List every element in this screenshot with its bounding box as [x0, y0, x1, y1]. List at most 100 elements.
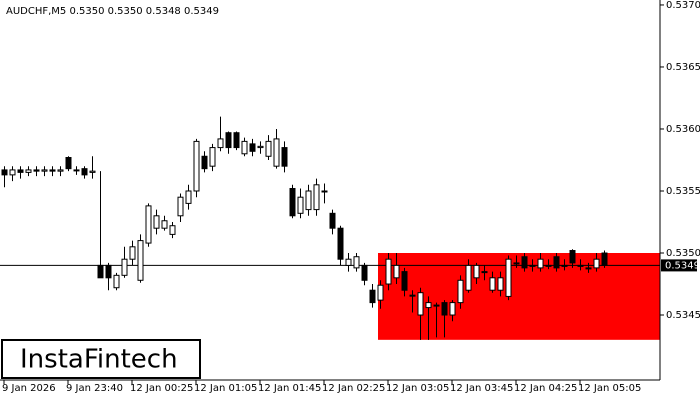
- candle-body: [425, 302, 432, 309]
- candle-body: [169, 225, 176, 235]
- candle-body: [225, 132, 232, 149]
- candle-body: [65, 157, 72, 170]
- brand-box: [1, 339, 201, 379]
- candle-body: [473, 264, 480, 279]
- candle-body: [33, 169, 40, 172]
- candle-body: [41, 169, 48, 172]
- candle-body: [241, 140, 248, 155]
- candle-body: [81, 168, 88, 176]
- candle-body: [289, 188, 296, 217]
- candle-body: [513, 262, 520, 265]
- candle-body: [297, 196, 304, 214]
- y-tick-label: 0.5345: [666, 310, 700, 321]
- candle-body: [353, 256, 360, 269]
- candle-body: [377, 284, 384, 301]
- candle-body: [25, 169, 32, 173]
- pattern-zone: [378, 253, 660, 340]
- candle-body: [337, 227, 344, 260]
- candle-body: [73, 169, 80, 172]
- x-tick-label: 12 Jan 02:25: [322, 383, 385, 394]
- candle-body: [9, 169, 16, 176]
- candle-body: [233, 132, 240, 149]
- candle-body: [249, 143, 256, 152]
- candle-body: [529, 264, 536, 267]
- y-tick-label: 0.5355: [666, 186, 700, 197]
- candle-body: [441, 302, 448, 316]
- candle-body: [217, 138, 224, 149]
- candle-body: [145, 205, 152, 244]
- candle-body: [193, 140, 200, 192]
- candle-body: [177, 196, 184, 217]
- candle-body: [385, 258, 392, 285]
- candle-body: [273, 138, 280, 167]
- candle-body: [185, 190, 192, 204]
- plot-area: [0, 116, 660, 340]
- candle-body: [361, 264, 368, 281]
- candle-body: [465, 264, 472, 291]
- candle-body: [505, 258, 512, 297]
- candle-body: [593, 258, 600, 269]
- candle-body: [585, 267, 592, 270]
- candle-body: [161, 220, 168, 229]
- candle-body: [201, 155, 208, 170]
- candle-body: [345, 258, 352, 266]
- candle-body: [137, 240, 144, 281]
- x-tick-label: 12 Jan 05:05: [578, 383, 641, 394]
- x-tick-label: 9 Jan 2026: [2, 383, 56, 394]
- candle-body: [545, 264, 552, 267]
- candle-body: [401, 271, 408, 291]
- candle-body: [113, 274, 120, 289]
- candle-body: [153, 215, 160, 229]
- candle-body: [489, 277, 496, 291]
- candle-body: [313, 184, 320, 211]
- candle-body: [521, 256, 528, 269]
- candle-body: [305, 190, 312, 211]
- candle-body: [497, 277, 504, 291]
- candle-body: [105, 264, 112, 279]
- candle-body: [281, 147, 288, 167]
- candle-body: [481, 271, 488, 274]
- candle-body: [265, 140, 272, 157]
- chart-title: AUDCHF,M5 0.5350 0.5350 0.5348 0.5349: [6, 6, 219, 17]
- candle-body: [417, 292, 424, 316]
- candle-body: [553, 256, 560, 269]
- candle-body: [433, 304, 440, 307]
- candle-body: [569, 250, 576, 264]
- candle-body: [601, 252, 608, 266]
- x-tick-label: 9 Jan 23:40: [66, 383, 123, 394]
- candle-body: [393, 264, 400, 279]
- x-tick-label: 12 Jan 03:05: [386, 383, 449, 394]
- candle-body: [537, 258, 544, 269]
- y-tick-label: 0.5365: [666, 62, 700, 73]
- candle-body: [577, 264, 584, 267]
- y-tick-label: 0.5350: [666, 248, 700, 259]
- candle-body: [97, 264, 104, 279]
- candle-body: [329, 212, 336, 229]
- candle-body: [121, 258, 128, 276]
- x-tick-label: 12 Jan 00:25: [130, 383, 193, 394]
- candle-body: [1, 169, 8, 176]
- x-tick-label: 12 Jan 01:05: [194, 383, 257, 394]
- candle-body: [561, 264, 568, 267]
- candle-body: [49, 169, 56, 172]
- x-tick-label: 12 Jan 04:25: [514, 383, 577, 394]
- y-tick-label: 0.5370: [666, 0, 700, 11]
- candle-body: [449, 302, 456, 316]
- candle-body: [457, 279, 464, 304]
- x-tick-label: 12 Jan 01:45: [258, 383, 321, 394]
- price-tag-label: 0.5349: [665, 260, 700, 271]
- y-tick-label: 0.5360: [666, 124, 700, 135]
- candle-body: [369, 289, 376, 304]
- price-tag: [661, 259, 697, 272]
- candle-body: [209, 147, 216, 167]
- candle-body: [257, 145, 264, 149]
- candle-body: [129, 246, 136, 260]
- brand-logo: InstaFintech: [20, 345, 178, 375]
- candle-body: [409, 294, 416, 297]
- x-tick-label: 12 Jan 03:45: [450, 383, 513, 394]
- candle-body: [17, 169, 24, 173]
- candle-body: [321, 190, 328, 193]
- candle-body: [89, 170, 96, 173]
- candle-body: [57, 169, 64, 172]
